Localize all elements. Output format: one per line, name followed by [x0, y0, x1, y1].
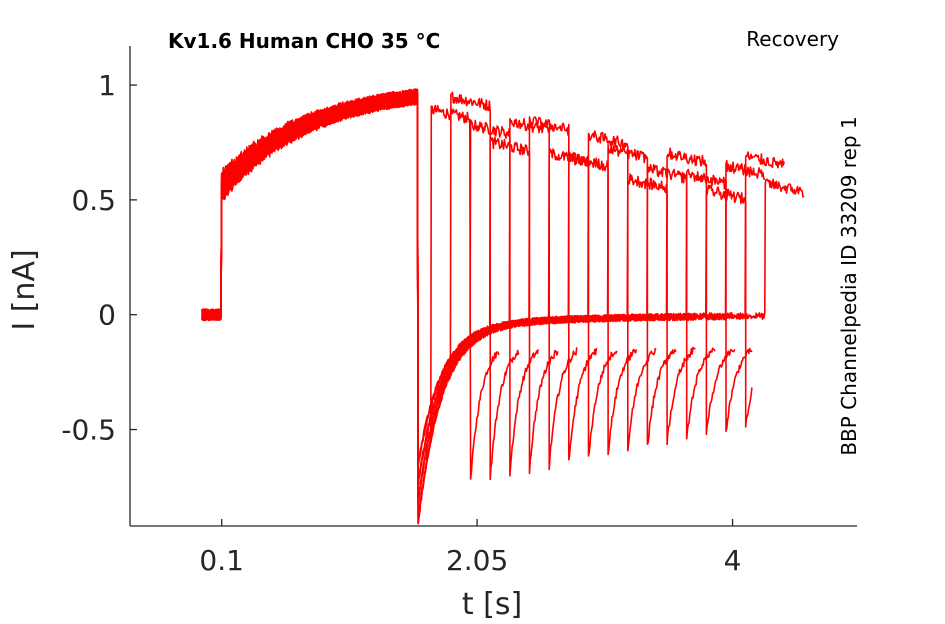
y-ticks: -0.5 0 0.5 1	[61, 69, 137, 447]
sweeps	[201, 88, 805, 525]
x-tick-label: 4	[724, 544, 742, 577]
y-tick-label: 0	[98, 299, 116, 332]
recovery-label: Recovery	[746, 27, 839, 51]
y-axis-label: I [nA]	[7, 249, 42, 330]
sweep-trace	[201, 90, 736, 524]
x-tick-label: 0.1	[199, 544, 244, 577]
chart-title: Kv1.6 Human CHO 35 °C	[168, 29, 440, 53]
y-tick-label: 0.5	[71, 184, 116, 217]
y-tick-label: -0.5	[61, 414, 116, 447]
x-ticks: 0.1 2.05 4	[199, 519, 741, 577]
y-tick-label: 1	[98, 69, 116, 102]
sweep-trace	[201, 90, 805, 507]
x-axis-label: t [s]	[462, 587, 522, 622]
side-label: BBP Channelpedia ID 33209 rep 1	[837, 116, 861, 455]
x-tick-label: 2.05	[446, 544, 508, 577]
